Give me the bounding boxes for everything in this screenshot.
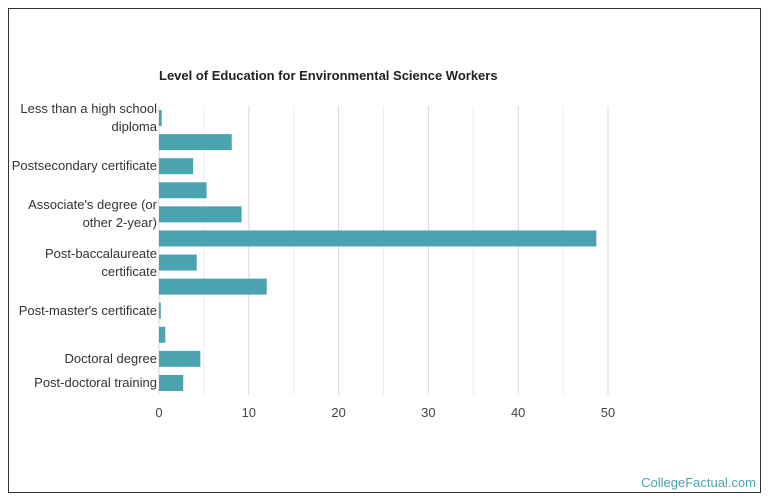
x-tick-label: 20 [331, 405, 345, 420]
x-tick-label: 30 [421, 405, 435, 420]
bar [159, 206, 242, 223]
chart-title: Level of Education for Environmental Sci… [159, 68, 498, 83]
bar [159, 134, 232, 151]
bar [159, 230, 597, 247]
bar [159, 254, 197, 271]
bar [159, 158, 194, 175]
y-tick-label: Postsecondary certificate [11, 158, 157, 174]
frame [8, 8, 761, 493]
y-tick-label: Doctoral degree [64, 350, 158, 366]
footer[interactable]: CollegeFactual.com [641, 475, 756, 490]
y-tick-label: Post-baccalaureate certificate [44, 245, 157, 279]
y-tick-label: Associate's degree (or other 2-year) [28, 197, 157, 231]
x-tick-label: 10 [242, 405, 256, 420]
x-tick-label: 40 [511, 405, 525, 420]
x-tick-label: 0 [155, 405, 162, 420]
bar [159, 278, 267, 295]
y-tick-label: Less than a high school diploma [20, 101, 157, 135]
y-tick-label: Post-doctoral training [34, 374, 157, 390]
y-tick-label: Post-master's certificate [18, 302, 157, 318]
bar [159, 182, 207, 199]
bar [159, 302, 161, 319]
bar [159, 374, 184, 391]
bar [159, 326, 166, 343]
x-tick-label: 50 [601, 405, 615, 420]
bar [159, 350, 201, 367]
bar [159, 110, 162, 127]
